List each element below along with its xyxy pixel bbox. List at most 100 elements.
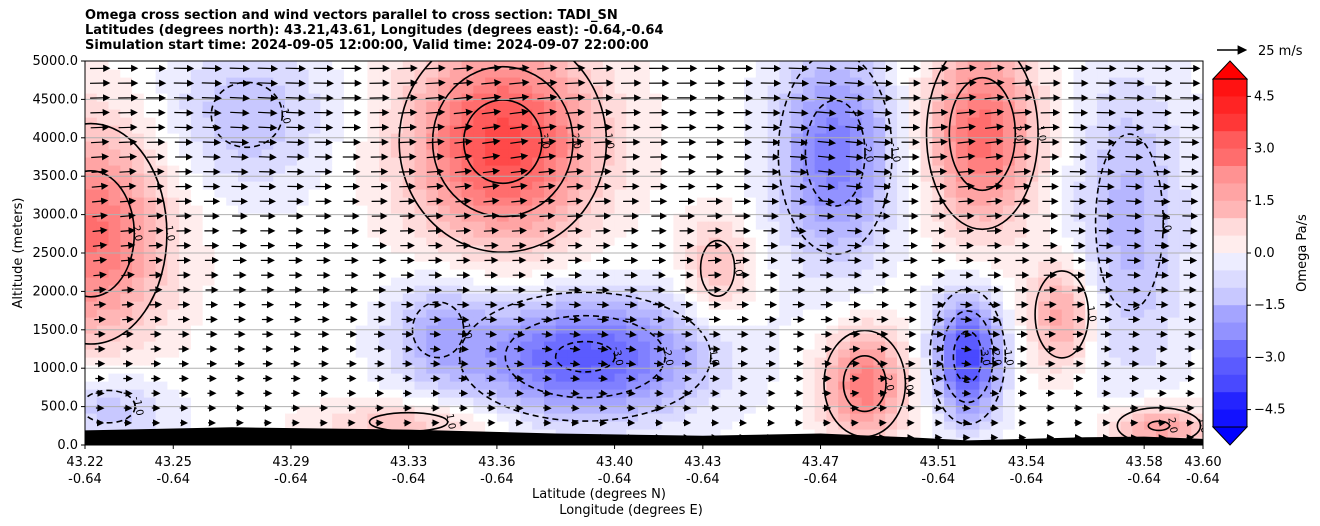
omega-cell [120, 245, 133, 254]
omega-cell [532, 197, 545, 206]
omega-cell [85, 229, 98, 238]
omega-cell [1026, 421, 1039, 430]
omega-cell [802, 397, 816, 406]
omega-cell [367, 213, 380, 222]
omega-cell [332, 189, 345, 198]
omega-cell [261, 397, 274, 406]
omega-cell [273, 365, 286, 374]
omega-cell [520, 405, 533, 414]
omega-cell [132, 301, 145, 310]
omega-cell [955, 77, 969, 86]
omega-cell [649, 101, 663, 110]
omega-cell [579, 405, 592, 414]
omega-cell [320, 269, 333, 278]
omega-cell [873, 181, 886, 190]
omega-cell [838, 397, 851, 406]
omega-cell [190, 389, 204, 398]
omega-cell [426, 213, 439, 222]
omega-cell [732, 125, 745, 134]
omega-cell [1132, 245, 1145, 254]
omega-cell [332, 277, 345, 286]
omega-cell [520, 285, 533, 294]
omega-cell [379, 277, 392, 286]
omega-cell [967, 389, 980, 398]
omega-cell [532, 301, 545, 310]
omega-cell [932, 85, 945, 94]
omega-cell [791, 381, 804, 390]
omega-cell [602, 341, 616, 350]
omega-cell [367, 141, 380, 150]
omega-cell [732, 429, 745, 438]
omega-cell [802, 109, 816, 118]
omega-cell [473, 357, 486, 366]
omega-cell [226, 309, 239, 318]
omega-cell [343, 309, 357, 318]
omega-cell [1014, 309, 1028, 318]
omega-cell [390, 413, 404, 422]
omega-cell [132, 109, 145, 118]
omega-cell [908, 341, 922, 350]
omega-cell [661, 189, 675, 198]
omega-cell [555, 381, 569, 390]
omega-cell [826, 229, 839, 238]
omega-cell [685, 181, 698, 190]
omega-cell [779, 125, 792, 134]
wind-vector [457, 315, 470, 324]
omega-cell [920, 229, 933, 238]
omega-cell [885, 309, 898, 318]
omega-cell [944, 93, 957, 102]
omega-cell [120, 317, 133, 326]
omega-cell [661, 277, 675, 286]
omega-cell [237, 341, 251, 350]
omega-cell [649, 165, 663, 174]
omega-cell [179, 189, 192, 198]
omega-cell [508, 389, 522, 398]
omega-cell [1167, 261, 1181, 270]
omega-cell [179, 221, 192, 230]
omega-cell [1179, 277, 1192, 286]
omega-cell [661, 69, 675, 78]
omega-cell [1026, 397, 1039, 406]
omega-cell [438, 405, 451, 414]
omega-cell [579, 333, 592, 342]
omega-cell [744, 117, 757, 126]
omega-cell [1108, 253, 1122, 262]
omega-cell [202, 309, 216, 318]
omega-cell [567, 349, 580, 358]
omega-cell [390, 301, 404, 310]
omega-cell [1061, 221, 1075, 230]
omega-cell [1108, 197, 1122, 206]
omega-cell [202, 189, 216, 198]
omega-cell [402, 397, 416, 406]
omega-cell [720, 261, 733, 270]
omega-cell [461, 341, 474, 350]
omega-cell [155, 365, 168, 374]
omega-cell [532, 61, 545, 70]
omega-cell [732, 341, 745, 350]
omega-cell [414, 109, 427, 118]
omega-cell [438, 309, 451, 318]
omega-cell [744, 261, 757, 270]
omega-cell [626, 413, 639, 422]
omega-cell [214, 77, 227, 86]
omega-cell [461, 261, 474, 270]
omega-cell [485, 101, 498, 110]
omega-cell [1061, 301, 1075, 310]
omega-cell [555, 349, 569, 358]
omega-cell [237, 181, 251, 190]
omega-cell [685, 293, 698, 302]
omega-cell [143, 189, 157, 198]
omega-cell [1073, 141, 1086, 150]
omega-cell [1167, 101, 1181, 110]
omega-cell [426, 93, 439, 102]
omega-cell [1014, 213, 1028, 222]
omega-cell [708, 85, 722, 94]
omega-cell [1038, 189, 1051, 198]
omega-cell [108, 165, 121, 174]
omega-cell [802, 277, 816, 286]
contour-line [554, 340, 616, 373]
omega-cell [791, 373, 804, 382]
omega-cell [861, 229, 875, 238]
omega-cell [402, 117, 416, 126]
omega-cell [473, 205, 486, 214]
